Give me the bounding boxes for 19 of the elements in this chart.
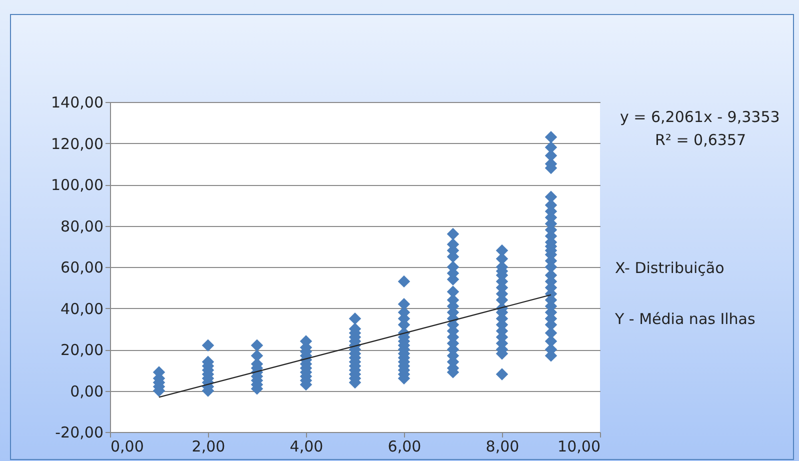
text: X- Distribuição xyxy=(615,259,724,277)
x-tick-label: 10,00 xyxy=(558,438,600,456)
x-tick-label: 4,00 xyxy=(290,438,324,456)
y-tick-label: 80,00 xyxy=(60,217,104,236)
y-tick-label: 60,00 xyxy=(60,258,104,276)
y-tick-label: 40,00 xyxy=(60,300,104,318)
x-tick-label: 6,00 xyxy=(388,438,422,456)
y-tick-label: 140,00 xyxy=(51,94,104,112)
y-tick-label: 100,00 xyxy=(51,176,104,194)
y-tick-label: 120,00 xyxy=(51,134,104,153)
y-tick-label: 20,00 xyxy=(60,341,104,359)
y-tick-label: -20,00 xyxy=(55,424,104,442)
x-tick-label: 2,00 xyxy=(192,438,226,456)
x-tick-label: 8,00 xyxy=(486,438,520,456)
x-tick-label: 0,00 xyxy=(110,438,144,456)
text: y = 6,2061x - 9,3353 xyxy=(620,108,780,126)
text: R² = 0,6357 xyxy=(655,131,746,149)
y-tick-label: 0,00 xyxy=(70,382,104,400)
text: Y - Média nas Ilhas xyxy=(615,310,756,328)
